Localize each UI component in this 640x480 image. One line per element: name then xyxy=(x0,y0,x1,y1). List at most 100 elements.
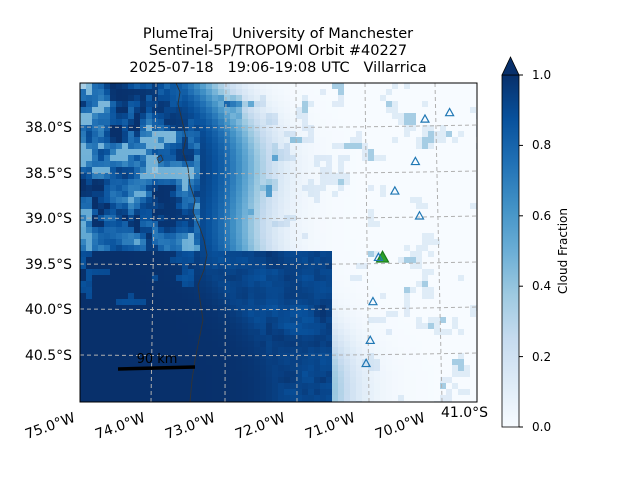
heatmap-cell xyxy=(134,341,141,348)
heatmap-cell xyxy=(392,377,399,384)
heatmap-cell xyxy=(260,125,267,132)
heatmap-cell xyxy=(458,275,465,282)
heatmap-cell xyxy=(86,203,93,210)
heatmap-cell xyxy=(452,191,459,198)
heatmap-cell xyxy=(332,167,339,174)
heatmap-cell xyxy=(260,113,267,120)
heatmap-cell xyxy=(218,209,225,216)
heatmap-cell xyxy=(212,83,219,90)
heatmap-cell xyxy=(212,377,219,384)
heatmap-cell xyxy=(278,239,285,246)
heatmap-cell xyxy=(440,389,447,396)
heatmap-cell xyxy=(110,203,117,210)
heatmap-cell xyxy=(80,335,87,342)
heatmap-cell xyxy=(308,293,315,300)
heatmap-cell xyxy=(164,149,171,156)
heatmap-cell xyxy=(158,233,165,240)
heatmap-cell xyxy=(158,161,165,168)
heatmap-cell xyxy=(374,95,381,102)
heatmap-cell xyxy=(206,101,213,108)
heatmap-cell xyxy=(146,239,153,246)
heatmap-cell xyxy=(98,179,105,186)
heatmap-cell xyxy=(398,239,405,246)
heatmap-cell xyxy=(134,137,141,144)
heatmap-cell xyxy=(146,221,153,228)
heatmap-cell xyxy=(308,359,315,366)
heatmap-cell xyxy=(116,389,123,396)
heatmap-cell xyxy=(116,335,123,342)
heatmap-cell xyxy=(374,317,381,324)
heatmap-cell xyxy=(332,335,339,342)
heatmap-cell xyxy=(314,119,321,126)
heatmap-cell xyxy=(452,203,459,210)
heatmap-cell xyxy=(350,389,357,396)
heatmap-cell xyxy=(236,263,243,270)
heatmap-cell xyxy=(290,239,297,246)
heatmap-cell xyxy=(446,257,453,264)
heatmap-cell xyxy=(104,155,111,162)
heatmap-cell xyxy=(272,203,279,210)
heatmap-cell xyxy=(350,179,357,186)
heatmap-cell xyxy=(236,389,243,396)
heatmap-cell xyxy=(326,125,333,132)
heatmap-cell xyxy=(470,347,477,354)
heatmap-cell xyxy=(296,341,303,348)
heatmap-cell xyxy=(404,365,411,372)
heatmap-cell xyxy=(242,179,249,186)
heatmap-cell xyxy=(410,323,417,330)
heatmap-cell xyxy=(464,143,471,150)
heatmap-cell xyxy=(260,329,267,336)
heatmap-cell xyxy=(440,203,447,210)
heatmap-cell xyxy=(116,287,123,294)
heatmap-cell xyxy=(236,353,243,360)
heatmap-cell xyxy=(86,167,93,174)
heatmap-cell xyxy=(350,275,357,282)
heatmap-cell xyxy=(230,227,237,234)
heatmap-cell xyxy=(470,119,477,126)
heatmap-cell xyxy=(326,335,333,342)
heatmap-cell xyxy=(92,257,99,264)
heatmap-cell xyxy=(236,293,243,300)
heatmap-cell xyxy=(446,299,453,306)
heatmap-cell xyxy=(98,209,105,216)
heatmap-cell xyxy=(398,245,405,252)
heatmap-cell xyxy=(350,239,357,246)
colorbar xyxy=(501,56,523,428)
heatmap-cell xyxy=(194,95,201,102)
heatmap-cell xyxy=(152,263,159,270)
heatmap-cell xyxy=(362,269,369,276)
heatmap-cell xyxy=(260,281,267,288)
heatmap-cell xyxy=(386,137,393,144)
heatmap-cell xyxy=(92,341,99,348)
heatmap-cell xyxy=(290,191,297,198)
heatmap-cell xyxy=(386,113,393,120)
heatmap-cell xyxy=(200,131,207,138)
heatmap-cell xyxy=(410,329,417,336)
heatmap-cell xyxy=(236,233,243,240)
heatmap-cell xyxy=(146,191,153,198)
heatmap-cell xyxy=(152,383,159,390)
heatmap-cell xyxy=(176,131,183,138)
heatmap-cell xyxy=(296,197,303,204)
heatmap-cell xyxy=(236,107,243,114)
heatmap-cell xyxy=(140,395,147,402)
heatmap-cell xyxy=(404,323,411,330)
heatmap-cell xyxy=(440,161,447,168)
heatmap-cell xyxy=(338,143,345,150)
heatmap-cell xyxy=(278,173,285,180)
heatmap-cell xyxy=(374,89,381,96)
heatmap-cell xyxy=(374,233,381,240)
heatmap-cell xyxy=(290,161,297,168)
heatmap-cell xyxy=(122,137,129,144)
heatmap-cell xyxy=(182,149,189,156)
heatmap-cell xyxy=(248,173,255,180)
heatmap-cell xyxy=(146,197,153,204)
heatmap-cell xyxy=(470,161,477,168)
heatmap-cell xyxy=(170,329,177,336)
heatmap-cell xyxy=(278,311,285,318)
heatmap-cell xyxy=(278,293,285,300)
heatmap-cell xyxy=(296,227,303,234)
heatmap-cell xyxy=(212,149,219,156)
heatmap-cell xyxy=(422,365,429,372)
heatmap-cell xyxy=(110,227,117,234)
